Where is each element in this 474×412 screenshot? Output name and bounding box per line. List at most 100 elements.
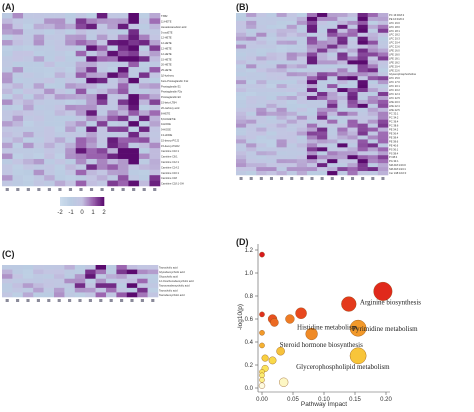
heatmap-cell: [357, 171, 369, 176]
heatmap-cell: [12, 72, 24, 79]
heatmap-row-label: Glycocholic acid: [159, 275, 178, 279]
heatmap-cell: [377, 155, 389, 160]
heatmap-cell: [22, 274, 34, 280]
heatmap-cell: [357, 76, 369, 81]
heatmap-cell: [236, 103, 247, 109]
heatmap-cell: [149, 72, 161, 79]
heatmap-cell: [86, 13, 98, 19]
heatmap-cell: [306, 127, 318, 132]
heatmap-cell: [327, 123, 338, 128]
heatmap-cell: [276, 72, 287, 77]
heatmap-cell: [22, 269, 34, 275]
heatmap-cell: [64, 287, 76, 293]
scatter-point: [259, 372, 265, 379]
heatmap-cell: [65, 169, 77, 176]
heatmap-cell: [337, 139, 348, 144]
heatmap-cell: [246, 159, 257, 164]
heatmap-cell: [377, 28, 389, 34]
heatmap-cell: [286, 52, 298, 57]
heatmap-cell: [75, 77, 87, 84]
heatmap-cell: [138, 77, 150, 84]
heatmap-cell: [44, 180, 55, 187]
heatmap-cell: [43, 269, 55, 275]
heatmap-cell: [116, 283, 128, 289]
heatmap-cell: [54, 13, 66, 19]
heatmap-cell: [85, 283, 96, 289]
heatmap-cell: [296, 32, 308, 38]
heatmap-cell: [256, 135, 267, 140]
heatmap-cell: [12, 158, 24, 165]
heatmap-cell: [12, 45, 24, 52]
heatmap-cell: [327, 64, 338, 69]
heatmap-cell: [367, 84, 379, 89]
heatmap-cell: [296, 72, 308, 77]
heatmap-cell: [296, 151, 308, 156]
heatmap-cell: [367, 127, 379, 132]
heatmap-cell: [357, 99, 369, 105]
heatmap-cell: [337, 99, 348, 105]
heatmap-row-label: LPC 20:3: [389, 37, 400, 41]
heatmap-cell: [44, 50, 55, 57]
heatmap-cell: [246, 76, 257, 81]
heatmap-cell: [276, 60, 287, 65]
heatmap-cell: [75, 148, 87, 154]
heatmap-cell: [96, 18, 108, 25]
heatmap-cell: [347, 131, 358, 136]
heatmap-cell: [236, 60, 247, 65]
heatmap-cell: [236, 13, 247, 18]
heatmap-cell: [296, 44, 308, 49]
heatmap-cell: [86, 169, 98, 176]
heatmap-cell: [327, 92, 338, 97]
heatmap-cell: [276, 111, 287, 117]
heatmap-cell: [149, 158, 161, 165]
heatmap-row-label: 12-HETE: [161, 46, 172, 50]
heatmap-cell: [236, 44, 247, 49]
heatmap-cell: [256, 76, 267, 81]
heatmap-cell: [246, 92, 257, 97]
heatmap-cell: [256, 64, 267, 69]
heatmap-cell: [96, 126, 108, 133]
heatmap-cell: [33, 169, 45, 176]
heatmap-cell: [377, 167, 389, 172]
heatmap-cell: [306, 20, 318, 26]
heatmap-cell: [337, 92, 348, 97]
heatmap-row-label: Glycodeoxycholic acid: [159, 270, 185, 274]
heatmap-cell: [85, 274, 96, 280]
heatmap-cell: [147, 274, 159, 280]
heatmap-column-tick: [239, 177, 243, 180]
heatmap-cell: [306, 99, 318, 105]
heatmap-cell: [276, 68, 287, 73]
heatmap-cell: [286, 64, 298, 69]
heatmap-column-tick: [130, 299, 134, 302]
heatmap-cell: [147, 265, 159, 270]
heatmap-cell: [286, 127, 298, 132]
color-scale-legend: -2 -1 0 1 2: [57, 197, 106, 216]
heatmap-cell: [54, 88, 66, 95]
heatmap-cell: [367, 68, 379, 73]
panel-c-letter: (C): [2, 249, 15, 259]
heatmap-cell: [286, 143, 298, 148]
heatmap-cell: [286, 159, 298, 164]
heatmap-cell: [107, 94, 119, 100]
heatmap-cell: [12, 40, 24, 46]
heatmap-cell: [149, 153, 161, 160]
heatmap-cell: [75, 88, 87, 95]
scatter-point-label: Pyrimidine metabolism: [352, 325, 418, 333]
heatmap-cell: [74, 283, 86, 289]
heatmap-cell: [96, 88, 108, 95]
heatmap-cell: [327, 147, 338, 152]
heatmap-cell: [75, 180, 87, 187]
heatmap-cell: [296, 28, 308, 34]
heatmap-column-tick: [99, 299, 103, 302]
heatmap-cell: [236, 155, 247, 160]
heatmap-cell: [306, 151, 318, 156]
heatmap-cell: [236, 68, 247, 73]
heatmap-row-label: TXB2: [161, 14, 168, 18]
heatmap-cell: [86, 126, 98, 133]
heatmap-cell: [137, 292, 148, 298]
heatmap-cell: [2, 137, 13, 144]
heatmap-cell: [236, 107, 247, 113]
heatmap-cell: [286, 123, 298, 128]
heatmap-cell: [296, 111, 308, 117]
heatmap-cell: [377, 40, 389, 45]
